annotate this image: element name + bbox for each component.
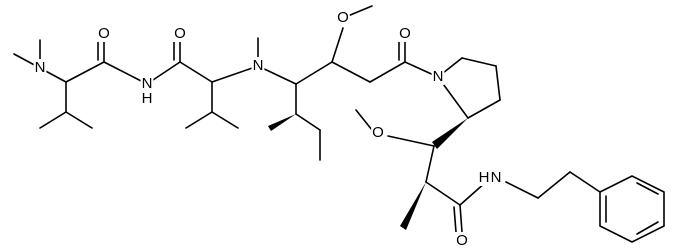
bonds xyxy=(13,5,665,243)
label-background xyxy=(97,24,111,42)
label-background xyxy=(173,24,187,42)
atom-label: H xyxy=(479,169,490,186)
label-background xyxy=(140,89,154,107)
label-background xyxy=(371,123,385,141)
atom-label: N xyxy=(491,169,502,186)
atom-label: H xyxy=(142,90,153,107)
atom-label: O xyxy=(456,232,468,249)
atom-label: O xyxy=(399,25,411,42)
atom-label: N xyxy=(142,75,153,92)
atom-label: O xyxy=(372,124,384,141)
atom-label: O xyxy=(98,25,110,42)
label-background xyxy=(140,74,154,92)
label-background xyxy=(455,231,469,249)
label-background xyxy=(431,67,445,85)
atom-label: O xyxy=(174,25,186,42)
atom-label: O xyxy=(337,9,349,26)
label-background xyxy=(33,58,47,76)
label-background xyxy=(398,24,412,42)
label-background xyxy=(489,168,503,186)
atom-labels: N O N H O N O O N O N H O xyxy=(33,8,503,249)
atom-label: N xyxy=(35,59,46,76)
label-background xyxy=(336,8,350,26)
atom-label: N xyxy=(433,68,444,85)
atom-label: N xyxy=(253,57,264,74)
label-background xyxy=(251,56,265,74)
label-background xyxy=(477,168,491,186)
